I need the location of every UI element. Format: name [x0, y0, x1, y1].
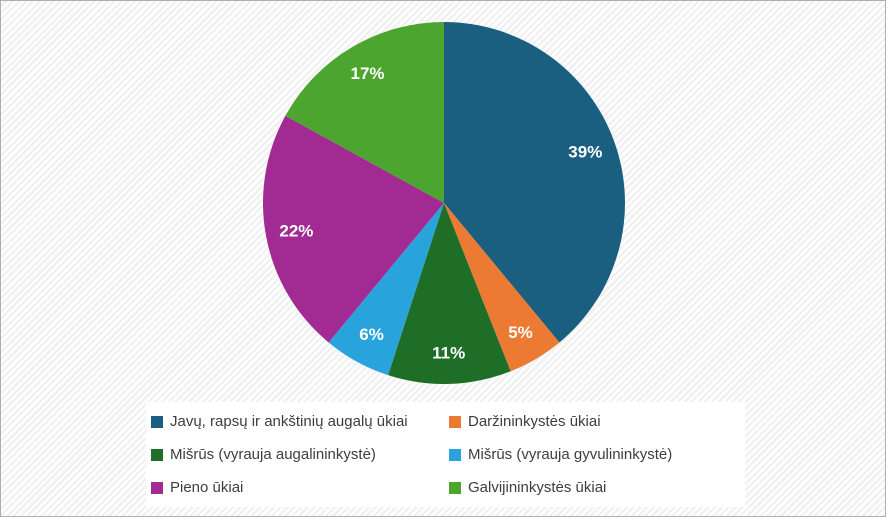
legend-label: Mišrūs (vyrauja augalininkystė)	[170, 446, 376, 463]
legend-item-1: Daržininkystės ūkiai	[449, 405, 745, 438]
legend-item-2: Mišrūs (vyrauja augalininkystė)	[151, 438, 449, 471]
pie-slice-label-1: 5%	[508, 323, 533, 342]
pie-slice-label-4: 22%	[279, 222, 313, 241]
legend-label: Javų, rapsų ir ankštinių augalų ūkiai	[170, 413, 408, 430]
legend-swatch-icon	[449, 448, 461, 461]
pie-slice-label-2: 11%	[432, 344, 465, 363]
legend-swatch-icon	[151, 481, 163, 494]
pie-slice-4	[263, 115, 444, 343]
legend-swatch-icon	[449, 415, 461, 428]
legend-item-3: Mišrūs (vyrauja gyvulininkystė)	[449, 438, 745, 471]
legend-label: Galvijininkystės ūkiai	[468, 479, 607, 496]
legend-item-0: Javų, rapsų ir ankštinių augalų ūkiai	[151, 405, 449, 438]
legend-swatch-icon	[151, 415, 163, 428]
pie-slice-2	[388, 203, 511, 384]
chart-legend: Javų, rapsų ir ankštinių augalų ūkiai Dar…	[146, 402, 745, 507]
legend-swatch-icon	[449, 481, 461, 494]
legend-label: Daržininkystės ūkiai	[468, 413, 601, 430]
pie-slice-label-5: 17%	[350, 64, 384, 83]
pie-slice-5	[285, 22, 444, 203]
legend-label: Mišrūs (vyrauja gyvulininkystė)	[468, 446, 673, 463]
legend-label: Pieno ūkiai	[170, 479, 244, 496]
legend-item-5: Galvijininkystės ūkiai	[449, 471, 745, 504]
pie-slice-label-3: 6%	[359, 325, 384, 344]
legend-swatch-icon	[151, 448, 163, 461]
pie-slice-1	[444, 203, 560, 372]
pie-slice-label-0: 39%	[568, 143, 602, 162]
pie-slice-3	[328, 203, 444, 376]
legend-item-4: Pieno ūkiai	[151, 471, 449, 504]
pie-slice-0	[444, 22, 625, 343]
